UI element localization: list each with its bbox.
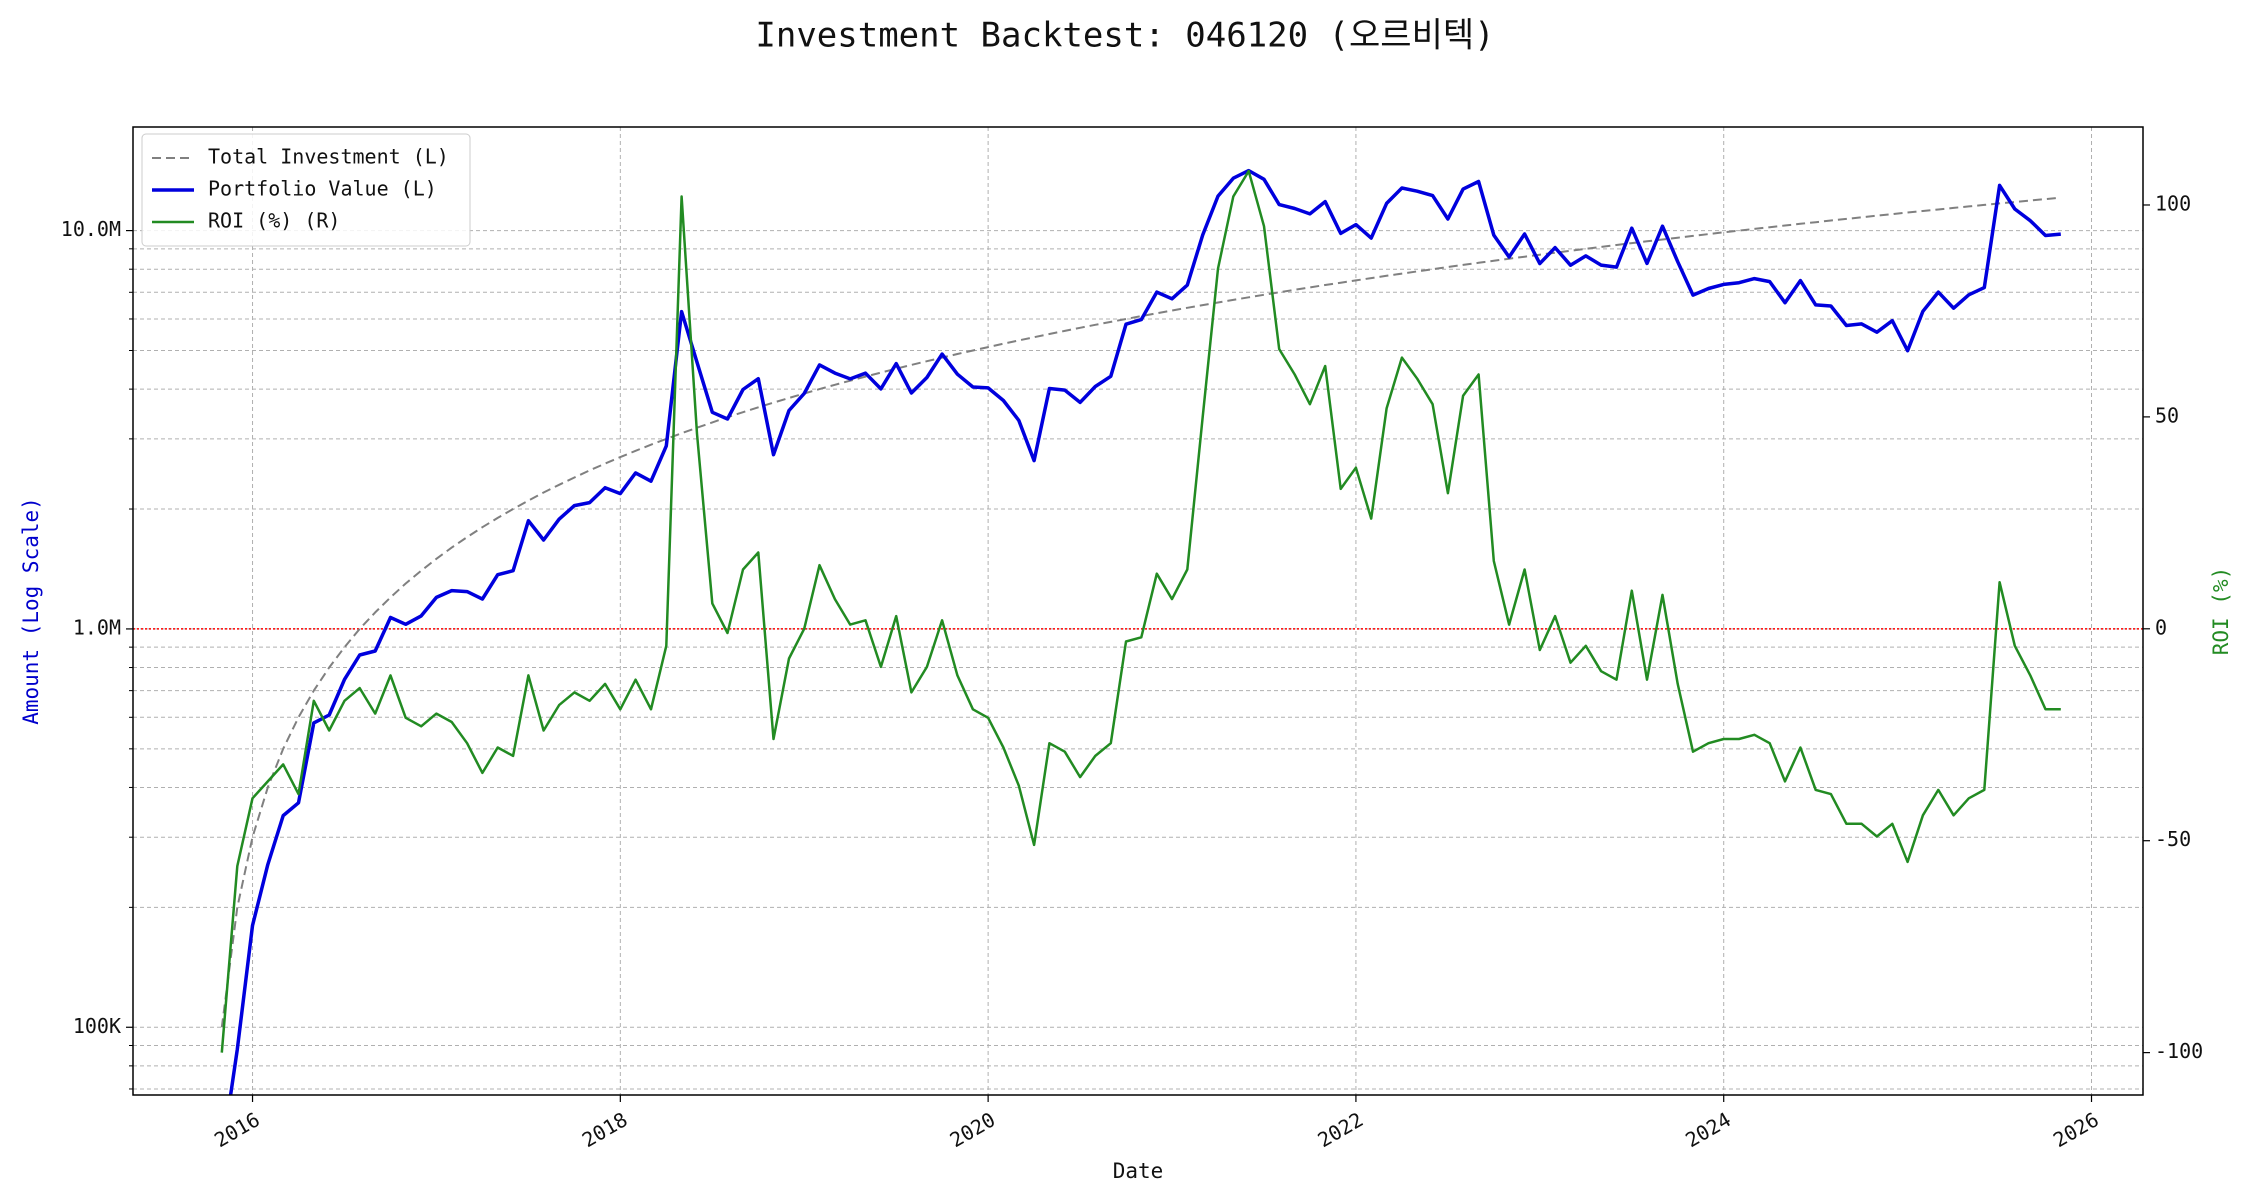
legend-box [141,133,471,247]
series-line [228,168,2061,1095]
plot-area [220,168,2061,1095]
plot-frame [132,126,2144,1096]
x-axis-label: Date [1113,1159,1164,1183]
x-tick-label: 2020 [946,1107,1000,1152]
chart-title: Investment Backtest: 046120 (오르비텍) [755,16,1494,56]
legend-label: Total Investment (L) [208,145,449,169]
y2-axis-label: ROI (%) [2209,567,2233,656]
y2-tick-label: -50 [2155,827,2191,851]
legend-label: ROI (%) (R) [208,209,340,233]
x-tick-label: 2018 [578,1107,632,1152]
series-line [220,196,2061,1028]
y-tick-label: 1.0M [73,615,121,639]
x-tick-label: 2022 [1313,1107,1367,1152]
y-tick-label: 100K [73,1014,121,1038]
x-tick-label: 2024 [1681,1107,1735,1152]
y2-tick-label: 100 [2155,191,2191,215]
y2-tick-label: -100 [2155,1039,2203,1063]
y-axis-label: Amount (Log Scale) [19,497,43,725]
y-tick-label: 10.0M [61,217,121,241]
series-line [220,169,2061,1053]
x-tick-label: 2026 [2049,1107,2103,1152]
y2-tick-label: 0 [2155,615,2167,639]
y2-tick-label: 50 [2155,403,2179,427]
x-tick-label: 2016 [210,1107,264,1152]
legend-label: Portfolio Value (L) [208,177,437,201]
